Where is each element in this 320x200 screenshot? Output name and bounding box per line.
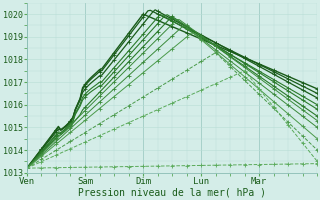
X-axis label: Pression niveau de la mer( hPa ): Pression niveau de la mer( hPa ) xyxy=(78,187,266,197)
